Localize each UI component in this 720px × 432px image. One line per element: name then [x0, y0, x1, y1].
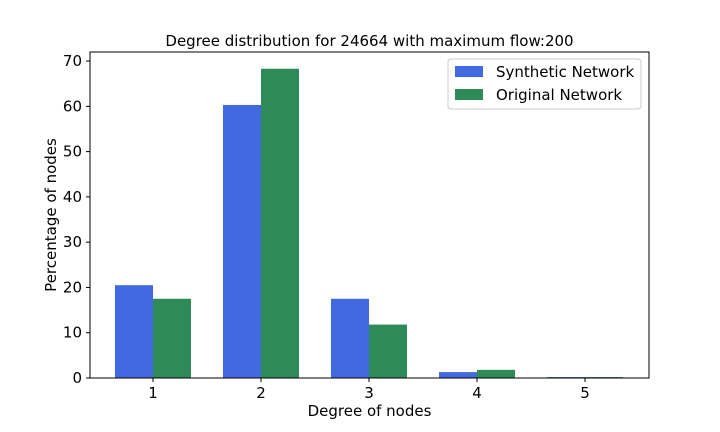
y-tick-label: 10 — [63, 324, 82, 342]
x-tick-label: 5 — [580, 384, 590, 402]
bar-synthetic-1 — [115, 285, 153, 378]
bars — [115, 68, 623, 378]
bar-original-4 — [477, 369, 515, 378]
x-tick-label: 4 — [472, 384, 482, 402]
legend-label-synthetic: Synthetic Network — [496, 63, 635, 81]
bar-original-3 — [369, 324, 407, 378]
x-tick-label: 3 — [364, 384, 374, 402]
x-tick-label: 1 — [148, 384, 158, 402]
y-tick-label: 30 — [63, 233, 82, 251]
legend-swatch-original — [455, 89, 483, 100]
y-tick-label: 20 — [63, 278, 82, 296]
bar-synthetic-3 — [331, 298, 369, 378]
x-axis: 1 2 3 4 5 — [148, 378, 590, 402]
bar-original-2 — [261, 68, 299, 378]
y-tick-label: 50 — [63, 143, 82, 161]
bar-original-1 — [153, 298, 191, 378]
y-axis: 0 10 20 30 40 50 60 70 — [63, 52, 90, 387]
y-axis-label: Percentage of nodes — [42, 138, 60, 292]
legend-swatch-synthetic — [455, 66, 483, 77]
x-tick-label: 2 — [256, 384, 266, 402]
y-tick-label: 40 — [63, 188, 82, 206]
legend: Synthetic Network Original Network — [447, 58, 642, 110]
bar-synthetic-2 — [223, 104, 261, 378]
legend-box — [447, 58, 642, 110]
y-tick-label: 70 — [63, 52, 82, 70]
x-axis-label: Degree of nodes — [308, 402, 432, 420]
bar-synthetic-4 — [439, 372, 477, 378]
legend-label-original: Original Network — [496, 86, 622, 104]
y-tick-label: 0 — [72, 369, 82, 387]
chart-title: Degree distribution for 24664 with maxim… — [165, 32, 573, 50]
y-tick-label: 60 — [63, 97, 82, 115]
